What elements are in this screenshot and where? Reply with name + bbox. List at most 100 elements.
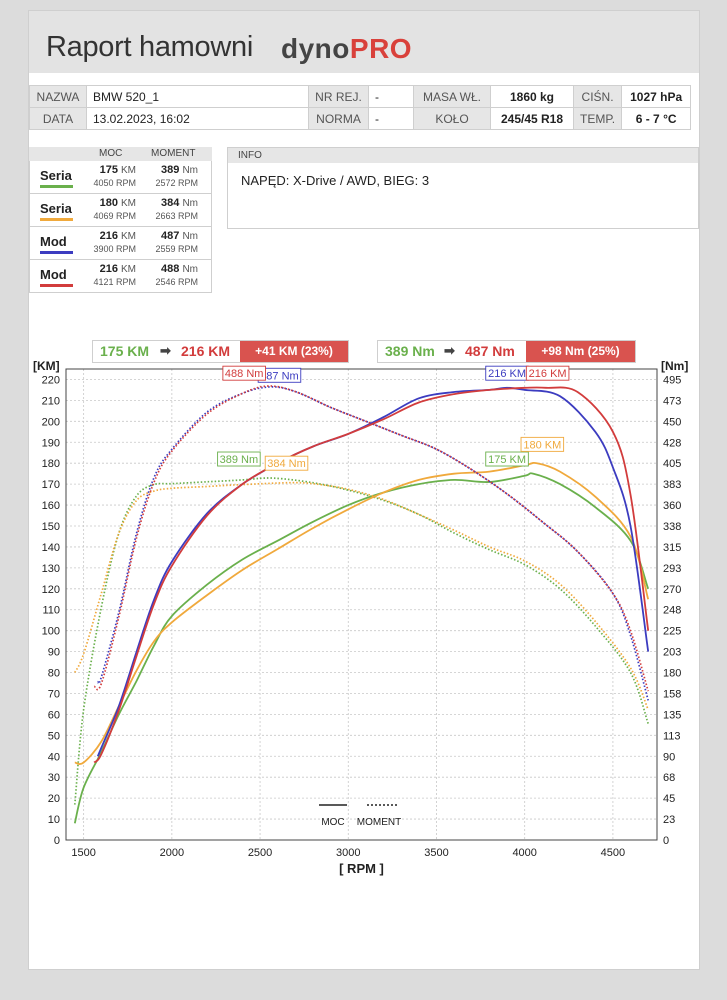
y-tick-label-left: 90 <box>48 647 60 659</box>
y-tick-label-right: 450 <box>663 416 681 428</box>
run-row[interactable]: Mod 216 KM 3900 RPM 487 Nm 2559 RPM <box>29 227 212 260</box>
y-tick-label-left: 160 <box>42 500 60 512</box>
legend-moc-label: MOC <box>321 817 344 828</box>
peak-label-box <box>485 451 529 467</box>
peak-label: 384 Nm <box>267 458 306 470</box>
y-tick-label-left: 20 <box>48 793 60 805</box>
torque-curve <box>73 477 650 805</box>
norma-label: NORMA <box>308 107 369 130</box>
x-tick-label: 3500 <box>424 847 448 859</box>
run-name: Seria <box>40 201 72 216</box>
torque-diff: +98 Nm (25%) <box>526 341 635 362</box>
arrow-icon: ➡ <box>444 343 455 358</box>
y-tick-label-right: 113 <box>663 730 681 742</box>
run-name: Seria <box>40 168 72 183</box>
runs-legend: MOC MOMENT Seria 175 KM 4050 RPM 389 Nm 25… <box>29 147 212 293</box>
power-to: 216 KM <box>181 343 231 359</box>
run-color-swatch <box>40 218 73 221</box>
peak-label-box <box>520 436 565 452</box>
run-name: Mod <box>40 234 67 249</box>
y-tick-label-left: 60 <box>48 709 60 721</box>
run-row[interactable]: Seria 180 KM 4069 RPM 384 Nm 2663 RPM <box>29 194 212 227</box>
dynopro-logo: dynoPRO <box>281 33 413 64</box>
run-torque: 488 Nm 2546 RPM <box>155 263 198 287</box>
report-title: Raport hamowni <box>46 31 253 63</box>
peak-label: 180 KM <box>523 439 561 451</box>
torque-curve <box>93 385 650 692</box>
y-tick-label-left: 0 <box>54 835 60 847</box>
y-tick-label-right: 68 <box>663 772 675 784</box>
peak-label: 175 KM <box>488 454 526 466</box>
nazwa-label: NAZWA <box>29 85 87 108</box>
y-axis-label-left: [KM] <box>33 359 60 373</box>
y-tick-label-left: 80 <box>48 668 60 680</box>
power-curve <box>73 472 650 824</box>
temp-label: TEMP. <box>572 107 623 130</box>
y-tick-label-left: 50 <box>48 730 60 742</box>
torque-summary: 389 Nm ➡ 487 Nm +98 Nm (25%) <box>377 340 636 363</box>
run-torque: 487 Nm 2559 RPM <box>155 230 198 254</box>
torque-curve <box>96 386 650 701</box>
peak-label-box <box>264 455 309 471</box>
masa-value: 1860 kg <box>490 85 574 108</box>
y-tick-label-left: 190 <box>42 437 60 449</box>
y-tick-label-right: 495 <box>663 374 681 386</box>
x-axis-label: [ RPM ] <box>339 861 384 876</box>
run-row[interactable]: Mod 216 KM 4121 RPM 488 Nm 2546 RPM <box>29 260 212 293</box>
kolo-label: KOŁO <box>413 107 491 130</box>
y-tick-label-left: 180 <box>42 458 60 470</box>
peak-label: 487 Nm <box>260 370 299 382</box>
x-tick-label: 4000 <box>512 847 536 859</box>
y-tick-label-left: 10 <box>48 814 60 826</box>
dyno-chart: 0 0 10 23 20 45 30 68 40 90 50 113 60 135 70 158 80 180 90… <box>33 359 688 876</box>
y-tick-label-left: 130 <box>42 563 60 575</box>
run-color-swatch <box>40 185 73 188</box>
data-value: 13.02.2023, 16:02 <box>86 107 309 130</box>
y-tick-label-right: 135 <box>663 709 681 721</box>
masa-label: MASA WŁ. <box>413 85 491 108</box>
y-tick-label-left: 100 <box>42 626 60 638</box>
y-tick-label-right: 428 <box>663 437 681 449</box>
legend-moment-label: MOMENT <box>357 817 401 828</box>
temp-value: 6 - 7 °C <box>621 107 692 130</box>
y-axis-label-right: [Nm] <box>661 359 688 373</box>
y-tick-label-right: 405 <box>663 458 681 470</box>
y-tick-label-left: 210 <box>42 395 60 407</box>
y-tick-label-right: 338 <box>663 521 681 533</box>
y-tick-label-left: 170 <box>42 479 60 491</box>
run-torque: 384 Nm 2663 RPM <box>155 197 198 221</box>
run-color-swatch <box>40 284 73 287</box>
y-tick-label-right: 270 <box>663 584 681 596</box>
run-power: 180 KM 4069 RPM <box>93 197 136 221</box>
y-tick-label-right: 383 <box>663 479 681 491</box>
cisn-label: CIŚN. <box>572 85 623 108</box>
power-from: 175 KM <box>100 343 150 359</box>
y-tick-label-left: 30 <box>48 772 60 784</box>
run-torque: 389 Nm 2572 RPM <box>155 164 198 188</box>
run-power: 216 KM 3900 RPM <box>93 230 136 254</box>
peak-label: 216 KM <box>529 368 567 380</box>
runs-moc-header: MOC <box>99 148 123 159</box>
x-tick-label: 3000 <box>336 847 360 859</box>
y-tick-label-right: 360 <box>663 500 681 512</box>
torque-curve <box>74 481 649 711</box>
run-color-swatch <box>40 251 73 254</box>
peak-label-box <box>222 365 266 381</box>
y-tick-label-left: 70 <box>48 688 60 700</box>
run-name: Mod <box>40 267 67 282</box>
y-tick-label-left: 140 <box>42 542 60 554</box>
info-box-header: INFO <box>228 148 698 163</box>
y-tick-label-right: 473 <box>663 395 681 407</box>
power-curve <box>74 462 650 765</box>
y-tick-label-left: 200 <box>42 416 60 428</box>
kolo-value: 245/45 R18 <box>490 107 574 130</box>
run-row[interactable]: Seria 175 KM 4050 RPM 389 Nm 2572 RPM <box>29 161 212 194</box>
runs-header: MOC MOMENT <box>29 147 212 161</box>
peak-label-box <box>525 365 570 381</box>
info-box-text: NAPĘD: X-Drive / AWD, BIEG: 3 <box>241 173 430 188</box>
y-tick-label-left: 40 <box>48 751 60 763</box>
y-tick-label-right: 203 <box>663 647 681 659</box>
x-tick-label: 2500 <box>248 847 272 859</box>
nr-rej-label: NR REJ. <box>308 85 369 108</box>
power-curve <box>96 386 650 757</box>
